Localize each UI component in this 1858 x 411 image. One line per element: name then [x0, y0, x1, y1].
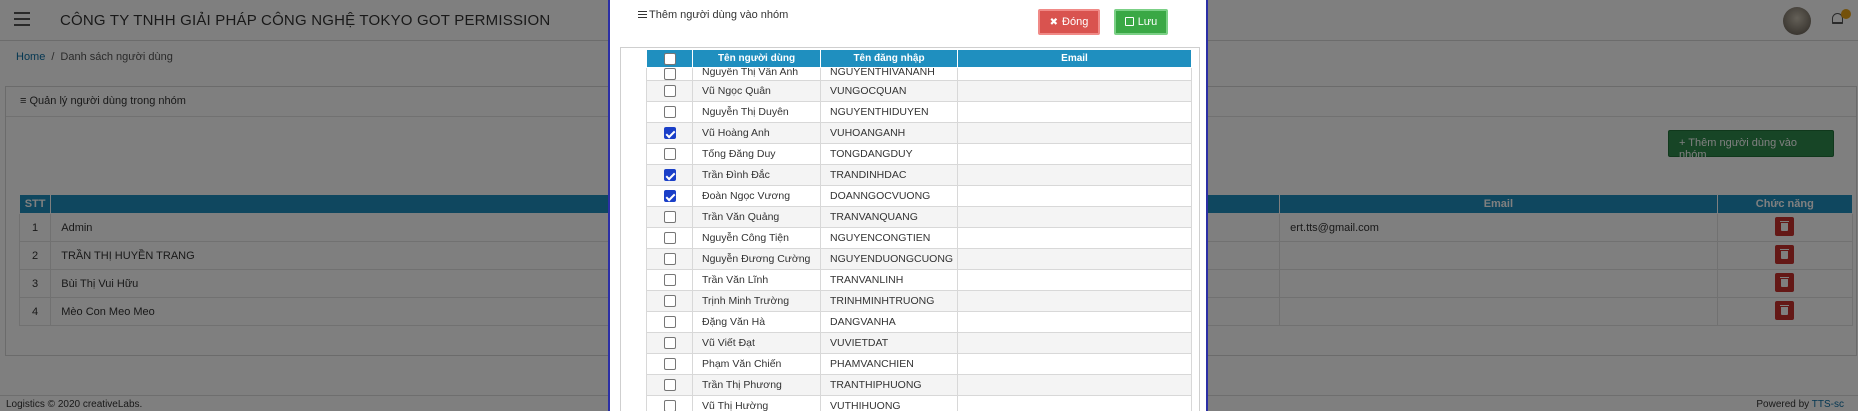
- user-email-cell: [957, 395, 1192, 411]
- user-email-cell: [957, 290, 1192, 312]
- user-username-cell: TRANVANLINH: [820, 269, 958, 291]
- table-row[interactable]: Vũ Ngọc Quân VUNGOCQUAN: [646, 80, 1192, 102]
- user-username-cell: NGUYENCONGTIEN: [820, 227, 958, 249]
- table-row[interactable]: Đặng Văn Hà DANGVANHA: [646, 311, 1192, 333]
- user-username-cell: VUVIETDAT: [820, 332, 958, 354]
- user-name-cell: Đoàn Ngọc Vương: [692, 185, 821, 207]
- user-name-cell: Nguyễn Thị Duyên: [692, 101, 821, 123]
- user-checkbox[interactable]: [663, 316, 676, 329]
- user-name-cell: Trần Đình Đắc: [692, 164, 821, 186]
- user-checkbox[interactable]: [663, 232, 676, 245]
- user-checkbox[interactable]: [663, 169, 676, 182]
- user-checkbox[interactable]: [663, 253, 676, 266]
- user-name-cell: Phạm Văn Chiến: [692, 353, 821, 375]
- table-row[interactable]: Đoàn Ngọc Vương DOANNGOCVUONG: [646, 185, 1192, 207]
- user-email-cell: [957, 332, 1192, 354]
- user-name-cell: Trần Văn Quảng: [692, 206, 821, 228]
- user-email-cell: [957, 374, 1192, 396]
- user-email-cell: [957, 311, 1192, 333]
- user-checkbox[interactable]: [663, 127, 676, 140]
- user-username-cell: PHAMVANCHIEN: [820, 353, 958, 375]
- table-row[interactable]: Trịnh Minh Trường TRINHMINHTRUONG: [646, 290, 1192, 312]
- table-row[interactable]: Vũ Viết Đạt VUVIETDAT: [646, 332, 1192, 354]
- user-username-cell: TRINHMINHTRUONG: [820, 290, 958, 312]
- list-icon: [638, 11, 647, 18]
- table-row[interactable]: Trần Văn Lĩnh TRANVANLINH: [646, 269, 1192, 291]
- user-email-cell: [957, 353, 1192, 375]
- user-email-cell: [957, 101, 1192, 123]
- user-name-cell: Đặng Văn Hà: [692, 311, 821, 333]
- col-user-email[interactable]: Email: [957, 49, 1192, 68]
- times-icon: ✖: [1049, 17, 1059, 28]
- user-email-cell: [957, 248, 1192, 270]
- table-row[interactable]: Phạm Văn Chiến PHAMVANCHIEN: [646, 353, 1192, 375]
- user-username-cell: TRANVANQUANG: [820, 206, 958, 228]
- col-user-name[interactable]: Tên người dùng: [692, 49, 821, 68]
- user-name-cell: Trần Thị Phương: [692, 374, 821, 396]
- col-username[interactable]: Tên đăng nhập: [820, 49, 958, 68]
- user-checkbox[interactable]: [663, 106, 676, 119]
- user-name-cell: Vũ Viết Đạt: [692, 332, 821, 354]
- user-name-cell: Tống Đăng Duy: [692, 143, 821, 165]
- user-checkbox[interactable]: [663, 211, 676, 224]
- user-email-cell: [957, 122, 1192, 144]
- user-name-cell: Trịnh Minh Trường: [692, 290, 821, 312]
- user-checkbox[interactable]: [663, 400, 676, 411]
- user-checkbox[interactable]: [663, 295, 676, 308]
- select-all-header: [646, 49, 693, 68]
- user-username-cell: VUHOANGANH: [820, 122, 958, 144]
- user-username-cell: VUTHIHUONG: [820, 395, 958, 411]
- table-row[interactable]: Nguyễn Thị Vân Anh NGUYENTHIVANANH: [646, 67, 1192, 81]
- user-username-cell: TONGDANGDUY: [820, 143, 958, 165]
- user-username-cell: DOANNGOCVUONG: [820, 185, 958, 207]
- table-row[interactable]: Vũ Thị Hường VUTHIHUONG: [646, 395, 1192, 411]
- user-list-scroll-area[interactable]: Tên người dùng Tên đăng nhập Email Nguyễ…: [620, 47, 1200, 411]
- user-username-cell: DANGVANHA: [820, 311, 958, 333]
- table-row[interactable]: Nguyễn Công Tiện NGUYENCONGTIEN: [646, 227, 1192, 249]
- user-name-cell: Vũ Ngọc Quân: [692, 80, 821, 102]
- user-email-cell: [957, 227, 1192, 249]
- user-select-table: Tên người dùng Tên đăng nhập Email Nguyễ…: [646, 49, 1192, 411]
- user-email-cell: [957, 80, 1192, 102]
- user-checkbox[interactable]: [663, 85, 676, 98]
- user-email-cell: [957, 67, 1192, 81]
- user-name-cell: Vũ Hoàng Anh: [692, 122, 821, 144]
- floppy-disk-icon: [1124, 17, 1134, 26]
- user-name-cell: Vũ Thị Hường: [692, 395, 821, 411]
- user-checkbox[interactable]: [663, 190, 676, 203]
- table-row[interactable]: Tống Đăng Duy TONGDANGDUY: [646, 143, 1192, 165]
- user-checkbox[interactable]: [663, 68, 676, 80]
- table-row[interactable]: Trần Thị Phương TRANTHIPHUONG: [646, 374, 1192, 396]
- save-button[interactable]: Lưu: [1114, 9, 1168, 35]
- user-username-cell: NGUYENTHIDUYEN: [820, 101, 958, 123]
- user-checkbox[interactable]: [663, 358, 676, 371]
- user-email-cell: [957, 269, 1192, 291]
- user-username-cell: NGUYENDUONGCUONG: [820, 248, 958, 270]
- user-username-cell: NGUYENTHIVANANH: [820, 67, 958, 81]
- user-username-cell: TRANTHIPHUONG: [820, 374, 958, 396]
- user-name-cell: Nguyễn Thị Vân Anh: [692, 67, 821, 81]
- user-username-cell: TRANDINHDAC: [820, 164, 958, 186]
- user-checkbox[interactable]: [663, 274, 676, 287]
- select-all-checkbox[interactable]: [663, 52, 676, 65]
- add-user-modal: Thêm người dùng vào nhóm ✖ Đóng Lưu Tên n…: [608, 0, 1208, 411]
- table-row[interactable]: Vũ Hoàng Anh VUHOANGANH: [646, 122, 1192, 144]
- user-username-cell: VUNGOCQUAN: [820, 80, 958, 102]
- modal-title: Thêm người dùng vào nhóm: [638, 9, 788, 21]
- user-email-cell: [957, 206, 1192, 228]
- user-email-cell: [957, 164, 1192, 186]
- user-email-cell: [957, 143, 1192, 165]
- table-row[interactable]: Trần Văn Quảng TRANVANQUANG: [646, 206, 1192, 228]
- user-name-cell: Trần Văn Lĩnh: [692, 269, 821, 291]
- user-name-cell: Nguyễn Công Tiện: [692, 227, 821, 249]
- table-row[interactable]: Nguyễn Thị Duyên NGUYENTHIDUYEN: [646, 101, 1192, 123]
- user-email-cell: [957, 185, 1192, 207]
- user-checkbox[interactable]: [663, 337, 676, 350]
- user-checkbox[interactable]: [663, 379, 676, 392]
- table-row[interactable]: Nguyễn Đương Cường NGUYENDUONGCUONG: [646, 248, 1192, 270]
- user-name-cell: Nguyễn Đương Cường: [692, 248, 821, 270]
- user-checkbox[interactable]: [663, 148, 676, 161]
- table-row[interactable]: Trần Đình Đắc TRANDINHDAC: [646, 164, 1192, 186]
- close-button[interactable]: ✖ Đóng: [1038, 9, 1100, 35]
